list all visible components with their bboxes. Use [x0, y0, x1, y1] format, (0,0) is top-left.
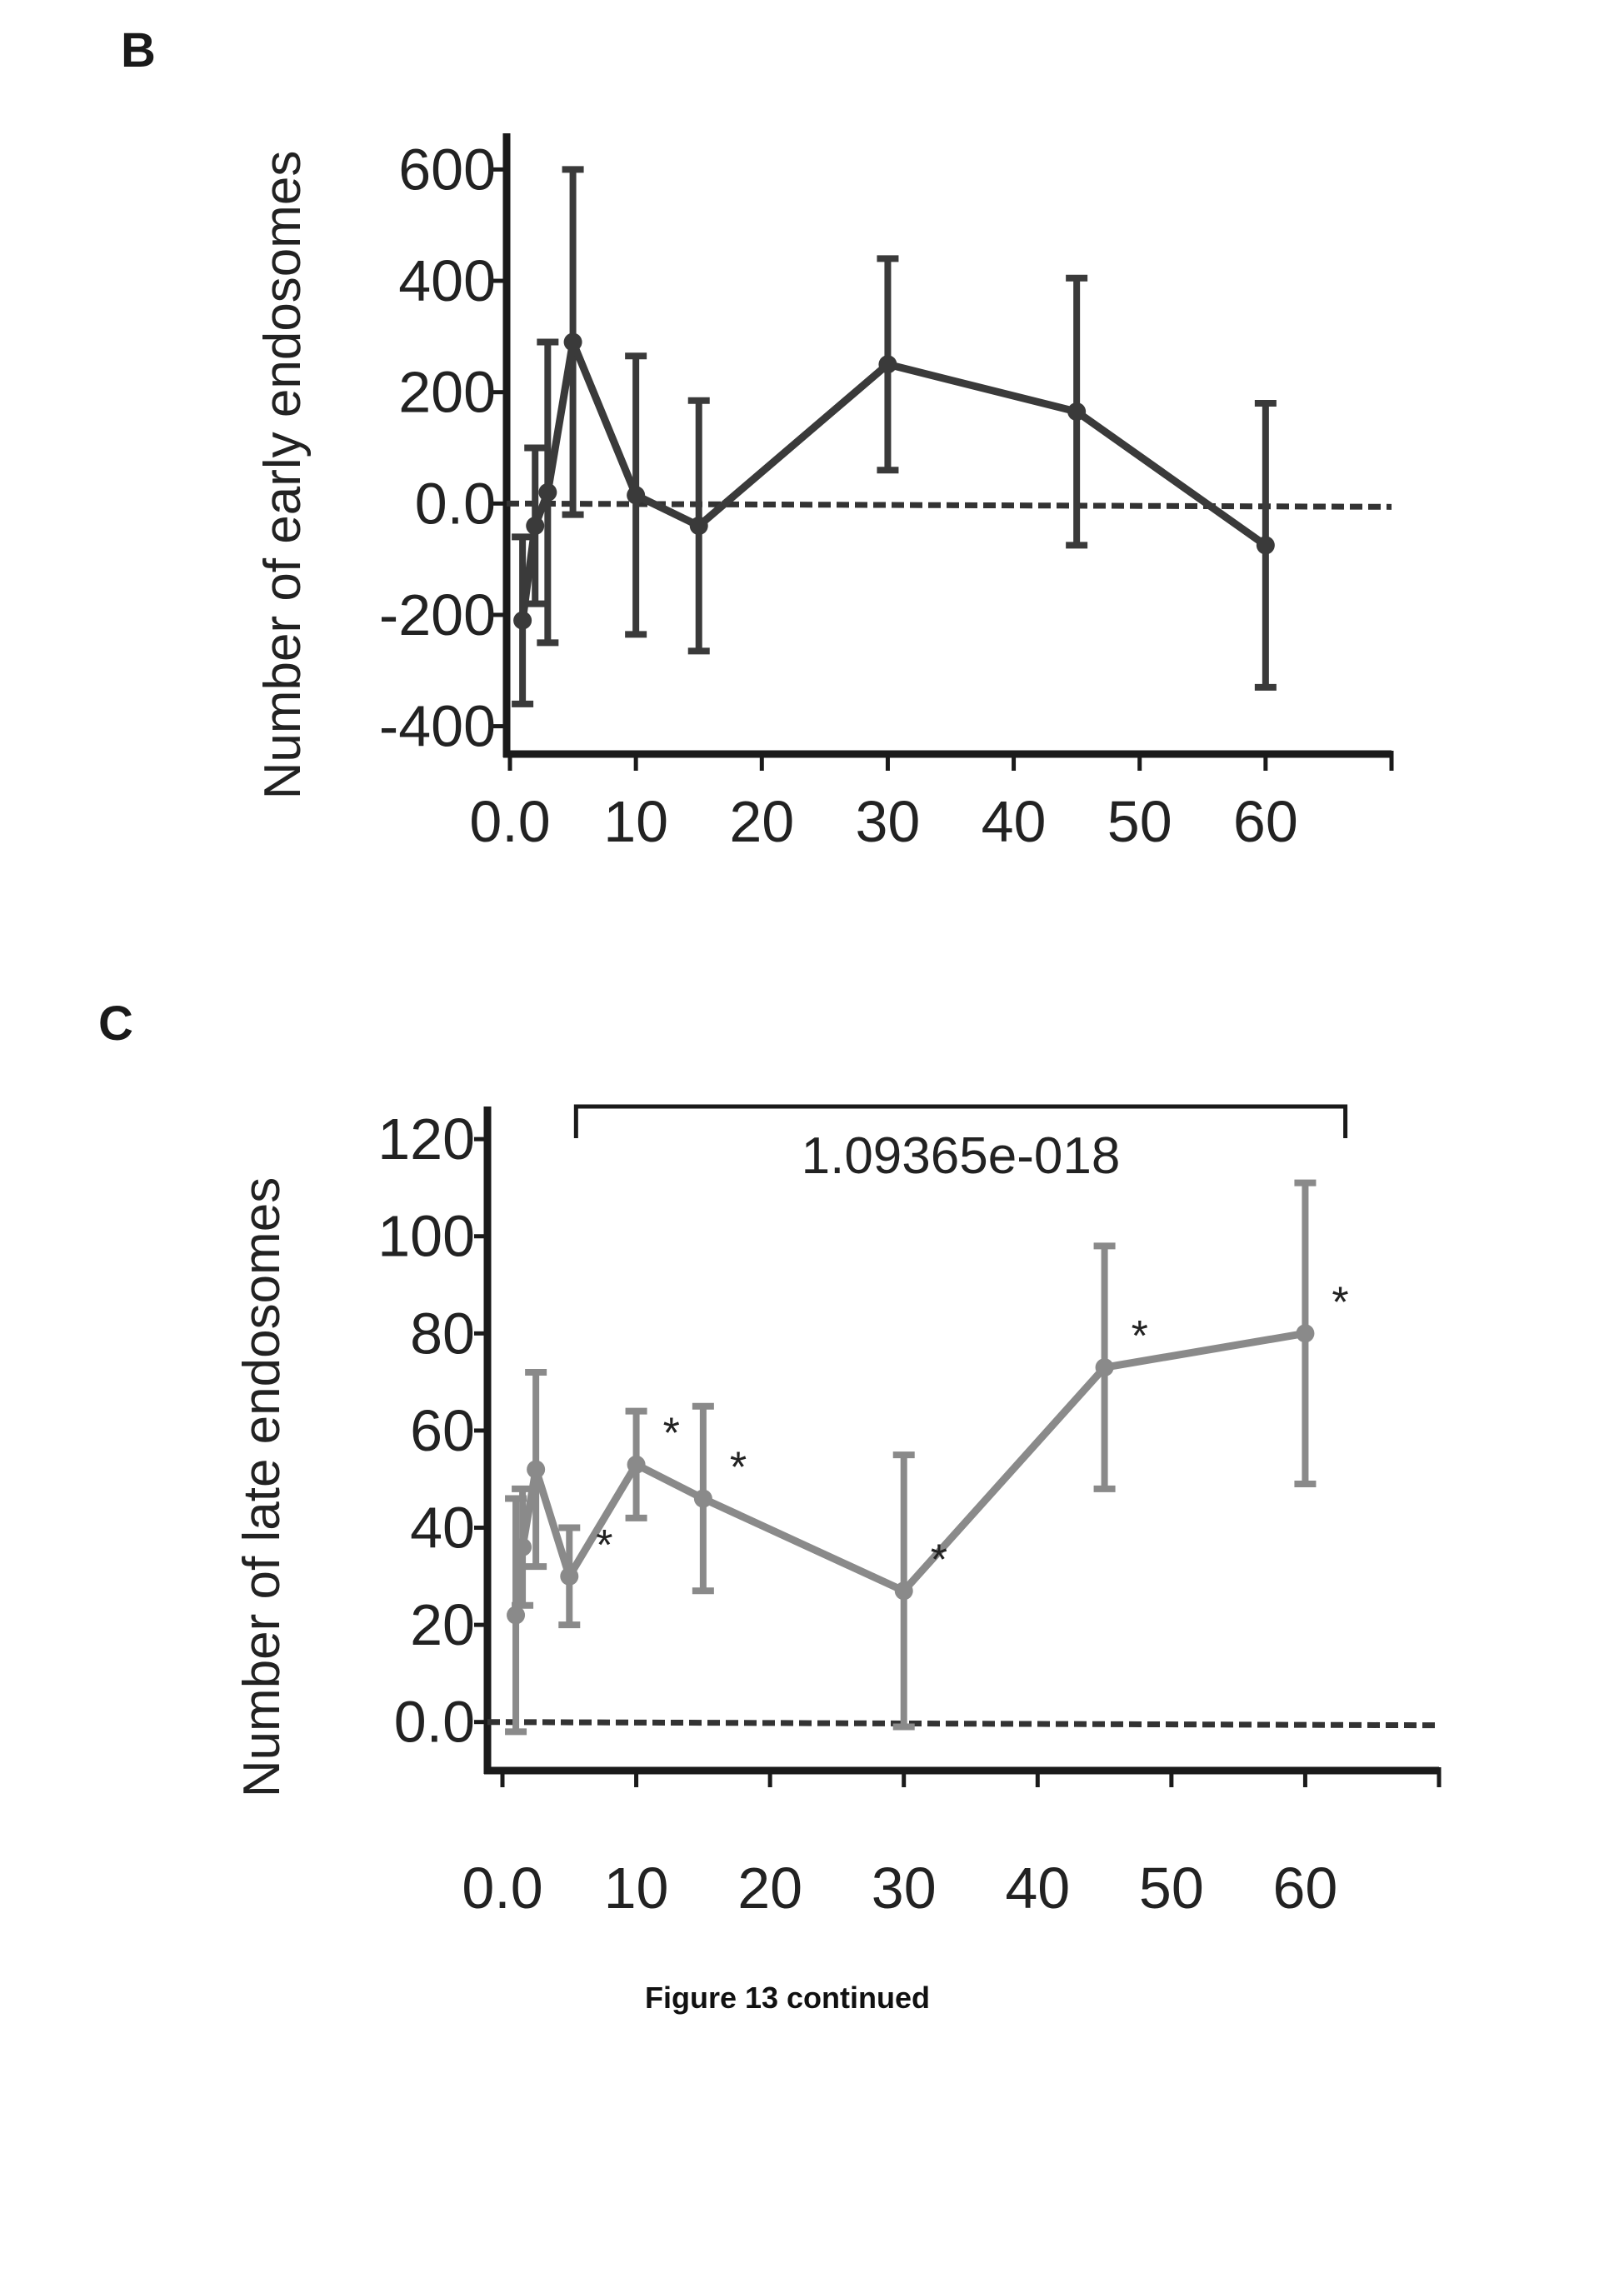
y-tick-label: -200: [379, 582, 496, 647]
data-point: [507, 1606, 525, 1624]
x-tick-label: 20: [729, 789, 794, 854]
x-tick-label: 60: [1233, 789, 1298, 854]
zero-reference-line: [487, 1722, 1439, 1726]
y-tick-label: 40: [410, 1496, 475, 1561]
panel-b-plot-area: -400 -200 0.0 200 400 600 0.0 10 20 30 40 50 60: [379, 133, 1392, 854]
x-tick-label: 60: [1272, 1856, 1337, 1921]
significance-star: *: [730, 1444, 747, 1492]
x-tick-label: 50: [1107, 789, 1172, 854]
data-point: [1096, 1358, 1114, 1376]
data-point: [895, 1581, 913, 1600]
data-point: [527, 1461, 545, 1479]
data-point: [1067, 402, 1086, 421]
data-point: [1296, 1324, 1314, 1342]
x-tick-label: 10: [603, 789, 668, 854]
x-tick-label: 40: [1005, 1856, 1070, 1921]
y-tick-label: 120: [377, 1107, 475, 1171]
y-tick-label: 400: [398, 248, 496, 313]
data-point: [513, 1538, 532, 1556]
data-point: [878, 355, 897, 373]
series-line: [516, 1333, 1305, 1615]
figure-caption: Figure 13 continued: [645, 1981, 930, 2015]
x-tick-label: 20: [737, 1856, 802, 1921]
panel-c-y-axis-title: Number of late endosomes: [233, 1177, 291, 1797]
data-point: [560, 1567, 578, 1586]
x-tick-label: 0.0: [462, 1856, 542, 1921]
x-tick-label: 30: [855, 789, 920, 854]
panel-c-letter: C: [98, 997, 133, 1051]
data-point: [1257, 536, 1275, 554]
x-tick-label: 40: [982, 789, 1047, 854]
x-tick-label: 50: [1139, 1856, 1204, 1921]
data-point: [513, 612, 532, 630]
significance-star: *: [931, 1536, 947, 1584]
x-tick-label: 10: [604, 1856, 669, 1921]
y-tick-label: -400: [379, 694, 496, 759]
y-tick-label: 600: [398, 137, 496, 202]
y-tick-label: 20: [410, 1592, 475, 1657]
panel-c-chart: C Number of late endosomes 0.0 20 40 60 80 10…: [98, 997, 1439, 1921]
data-point: [627, 486, 645, 504]
data-point: [526, 517, 544, 535]
panel-b-chart: B Number of early endosomes -400 -200 0.0 2…: [121, 23, 1392, 854]
zero-reference-line: [507, 503, 1392, 507]
y-tick-label: 0.0: [394, 1690, 475, 1755]
significance-star: *: [1132, 1312, 1148, 1361]
data-point: [694, 1490, 712, 1508]
y-tick-label: 200: [398, 360, 496, 425]
panel-b-y-axis-title: Number of early endosomes: [254, 151, 312, 800]
y-tick-label: 60: [410, 1398, 475, 1463]
data-point: [538, 483, 557, 502]
data-point: [564, 333, 582, 352]
y-tick-label: 100: [377, 1204, 475, 1269]
significance-star: *: [663, 1410, 680, 1458]
y-tick-label: 80: [410, 1301, 475, 1366]
bracket-p-value: 1.09365e-018: [802, 1127, 1121, 1185]
x-tick-label: 0.0: [469, 789, 550, 854]
panel-b-letter: B: [121, 23, 156, 77]
x-tick-label: 30: [872, 1856, 937, 1921]
panel-c-plot-area: 0.0 20 40 60 80 100 120 0.0 10 20 30 40 50 60 * * * * * * 1.…: [377, 1107, 1439, 1921]
data-point: [627, 1456, 646, 1474]
data-point: [690, 517, 708, 535]
y-tick-label: 0.0: [415, 471, 496, 536]
significance-star: *: [596, 1521, 612, 1570]
significance-star: *: [1332, 1278, 1348, 1326]
